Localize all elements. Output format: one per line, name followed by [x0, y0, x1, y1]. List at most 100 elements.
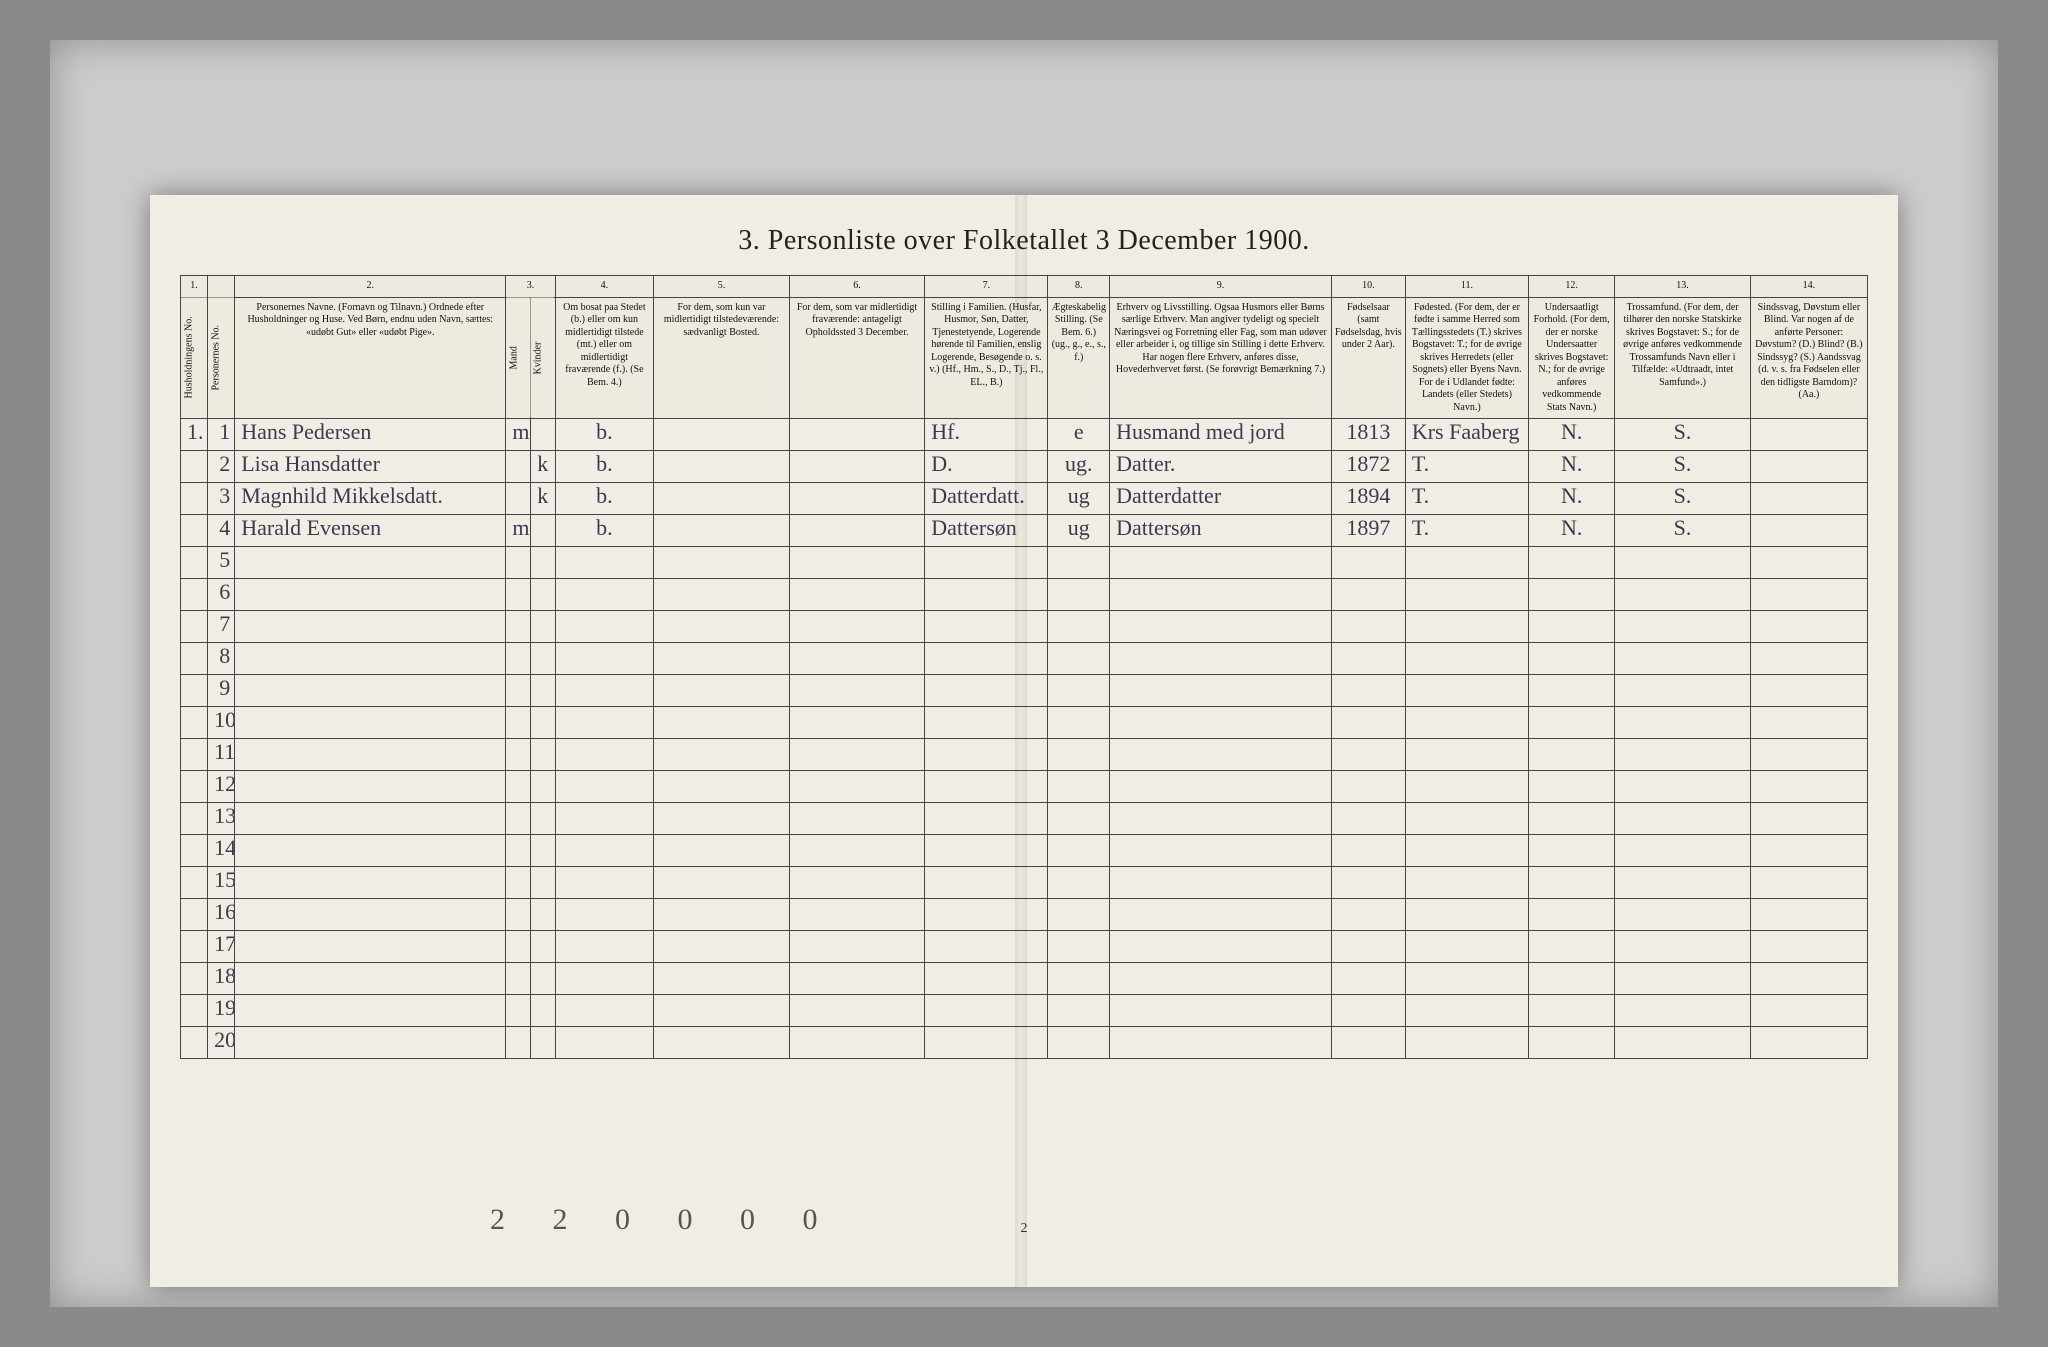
cell [654, 931, 790, 963]
cell [1750, 771, 1867, 803]
cell: Hf. [925, 419, 1048, 451]
cell [1331, 963, 1405, 995]
cell [789, 643, 925, 675]
cell: k [530, 483, 555, 515]
cell [555, 931, 654, 963]
cell [1750, 1027, 1867, 1059]
col-num: 4. [555, 276, 654, 298]
cell [181, 547, 208, 579]
cell: 8 [208, 643, 235, 675]
cell [1750, 899, 1867, 931]
cell [654, 643, 790, 675]
col-num: 10. [1331, 276, 1405, 298]
cell [1750, 803, 1867, 835]
cell [925, 1027, 1048, 1059]
cell: T. [1405, 483, 1528, 515]
cell [1331, 739, 1405, 771]
cell: k [530, 451, 555, 483]
cell: S. [1615, 419, 1751, 451]
cell [1405, 963, 1528, 995]
col-num: 13. [1615, 276, 1751, 298]
cell [1110, 995, 1332, 1027]
cell [1405, 1027, 1528, 1059]
cell [1110, 611, 1332, 643]
cell [654, 835, 790, 867]
cell [1529, 611, 1615, 643]
cell: Hans Pedersen [235, 419, 506, 451]
cell [1529, 867, 1615, 899]
col-4: Om bosat paa Stedet (b.) eller om kun mi… [555, 297, 654, 419]
cell [789, 611, 925, 643]
cell [1405, 867, 1528, 899]
cell [506, 963, 531, 995]
col-num: 14. [1750, 276, 1867, 298]
col-num: 5. [654, 276, 790, 298]
col-12: Undersaatligt Forhold. (For dem, der er … [1529, 297, 1615, 419]
cell: b. [555, 419, 654, 451]
cell [1615, 739, 1751, 771]
cell [789, 963, 925, 995]
cell [530, 611, 555, 643]
cell [506, 1027, 531, 1059]
cell [1529, 899, 1615, 931]
cell [1529, 803, 1615, 835]
cell [181, 739, 208, 771]
cell [654, 579, 790, 611]
cell [235, 867, 506, 899]
cell [1529, 835, 1615, 867]
cell [1405, 707, 1528, 739]
cell: N. [1529, 515, 1615, 547]
cell: Husmand med jord [1110, 419, 1332, 451]
col-num: 3. [506, 276, 555, 298]
cell: 17 [208, 931, 235, 963]
cell [530, 579, 555, 611]
col-num: 11. [1405, 276, 1528, 298]
cell [1405, 739, 1528, 771]
cell [1048, 739, 1110, 771]
cell [1750, 515, 1867, 547]
cell [1110, 739, 1332, 771]
cell [1331, 867, 1405, 899]
cell [1750, 675, 1867, 707]
cell: Lisa Hansdatter [235, 451, 506, 483]
cell: 1897 [1331, 515, 1405, 547]
cell [1615, 899, 1751, 931]
cell [530, 675, 555, 707]
cell [1048, 963, 1110, 995]
cell [654, 707, 790, 739]
cell [235, 1027, 506, 1059]
cell [181, 451, 208, 483]
cell [1048, 995, 1110, 1027]
cell: 19 [208, 995, 235, 1027]
cell [789, 1027, 925, 1059]
col-13: Trossamfund. (For dem, der tilhører den … [1615, 297, 1751, 419]
col-num: 1. [181, 276, 208, 298]
col-3m: Mand [506, 297, 531, 419]
cell [1615, 675, 1751, 707]
cell [1405, 611, 1528, 643]
cell [654, 899, 790, 931]
cell [181, 899, 208, 931]
col-num: 7. [925, 276, 1048, 298]
cell [235, 707, 506, 739]
col-14: Sindssvag, Døvstum eller Blind. Var noge… [1750, 297, 1867, 419]
cell: 12 [208, 771, 235, 803]
cell [1750, 707, 1867, 739]
cell: T. [1405, 451, 1528, 483]
cell [555, 995, 654, 1027]
cell [1615, 643, 1751, 675]
cell: N. [1529, 483, 1615, 515]
cell [555, 643, 654, 675]
cell [530, 739, 555, 771]
cell [1048, 899, 1110, 931]
cell [1615, 995, 1751, 1027]
cell [555, 1027, 654, 1059]
cell [789, 451, 925, 483]
cell [1331, 643, 1405, 675]
cell [1048, 771, 1110, 803]
cell [1331, 995, 1405, 1027]
cell [1750, 867, 1867, 899]
cell [925, 643, 1048, 675]
cell [181, 483, 208, 515]
cell [1405, 643, 1528, 675]
